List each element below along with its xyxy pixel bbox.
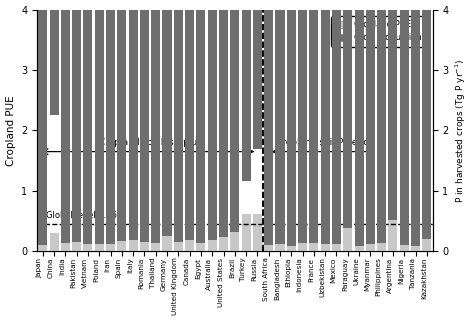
Bar [343, 10, 352, 228]
Bar [366, 182, 375, 251]
Legend: Cropland PUE, Crop production: Cropland PUE, Crop production [331, 16, 427, 47]
Bar [208, 217, 217, 251]
Bar [242, 10, 251, 181]
Bar [310, 10, 319, 243]
Text: Global level 0.46: Global level 0.46 [46, 211, 117, 220]
Bar [298, 209, 307, 251]
Bar [264, 10, 273, 245]
Bar [185, 220, 194, 251]
Bar [400, 121, 409, 251]
Bar [151, 10, 160, 243]
Bar [253, 214, 262, 251]
Bar [219, 10, 228, 237]
Bar [321, 10, 330, 244]
Bar [287, 211, 296, 251]
Bar [140, 10, 149, 242]
Bar [343, 198, 352, 251]
Bar [377, 179, 386, 251]
Bar [321, 206, 330, 251]
Bar [49, 10, 59, 115]
Text: Cropland soil P surplus: Cropland soil P surplus [99, 138, 201, 147]
Bar [61, 230, 70, 251]
Bar [411, 10, 420, 247]
Bar [389, 10, 398, 220]
Bar [49, 233, 59, 251]
Bar [332, 10, 341, 244]
Bar [95, 227, 104, 251]
Bar [106, 10, 115, 244]
Bar [411, 100, 420, 251]
Bar [253, 10, 262, 149]
Bar [117, 225, 127, 251]
Bar [275, 10, 284, 244]
Bar [38, 234, 47, 251]
Bar [72, 228, 81, 251]
Bar [95, 10, 104, 244]
Bar [38, 10, 47, 245]
Bar [196, 218, 205, 251]
Bar [83, 10, 92, 244]
Bar [230, 215, 239, 251]
Bar [117, 10, 127, 241]
Bar [174, 10, 183, 242]
Bar [163, 10, 172, 236]
Bar [355, 10, 364, 247]
Bar [208, 10, 217, 240]
Bar [106, 226, 115, 251]
Bar [264, 213, 273, 251]
Y-axis label: P in harvested crops (Tg P yr$^{-1}$): P in harvested crops (Tg P yr$^{-1}$) [454, 58, 468, 203]
Bar [230, 10, 239, 232]
Bar [377, 10, 386, 243]
Bar [61, 10, 70, 243]
Bar [389, 140, 398, 251]
Bar [298, 10, 307, 243]
Bar [422, 91, 431, 251]
Bar [185, 10, 194, 240]
Bar [128, 223, 137, 251]
Bar [332, 204, 341, 251]
Bar [163, 221, 172, 251]
Bar [72, 10, 81, 242]
Bar [287, 10, 296, 247]
Bar [140, 222, 149, 251]
Text: Cropland soil P deficit: Cropland soil P deficit [276, 138, 374, 147]
Bar [355, 197, 364, 251]
Y-axis label: Cropland PUE: Cropland PUE [6, 95, 16, 166]
Bar [242, 214, 251, 251]
Bar [128, 10, 137, 240]
Bar [174, 220, 183, 251]
Bar [83, 227, 92, 251]
Bar [196, 10, 205, 243]
Bar [422, 10, 431, 239]
Bar [275, 212, 284, 251]
Bar [310, 208, 319, 251]
Bar [219, 216, 228, 251]
Bar [400, 10, 409, 245]
Bar [366, 10, 375, 244]
Bar [151, 222, 160, 251]
